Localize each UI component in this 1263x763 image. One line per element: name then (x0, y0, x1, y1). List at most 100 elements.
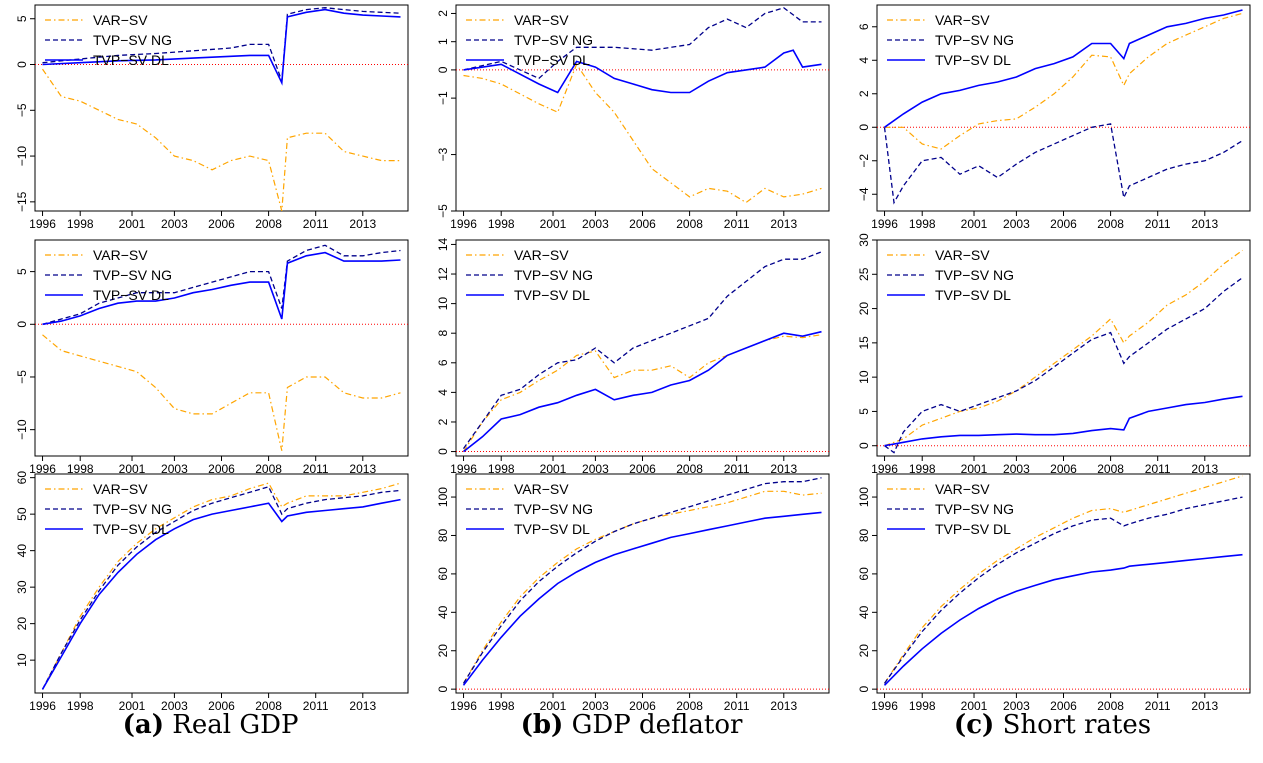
x-tick-label: 1996 (871, 217, 898, 231)
y-tick-label: 8 (436, 330, 450, 337)
x-tick-label: 2011 (303, 217, 329, 231)
x-tick-label: 2006 (1050, 462, 1077, 476)
legend-label: TVP−SV DL (514, 287, 590, 303)
x-tick-label: 2013 (349, 699, 376, 713)
x-tick-label: 2006 (208, 462, 235, 476)
x-tick-label: 2011 (724, 462, 750, 476)
y-tick-label: 0 (436, 686, 450, 693)
legend-label: TVP−SV DL (935, 52, 1011, 68)
legend-label: TVP−SV NG (935, 32, 1014, 48)
x-tick-label: 2001 (119, 462, 146, 476)
y-tick-label: 40 (15, 544, 29, 558)
y-tick-label: 0 (436, 448, 450, 455)
x-tick-label: 1996 (450, 462, 477, 476)
x-tick-label: 2006 (629, 462, 656, 476)
x-tick-label: 2006 (629, 699, 656, 713)
x-tick-label: 2003 (1003, 699, 1030, 713)
legend-label: TVP−SV DL (93, 52, 169, 68)
x-tick-label: 2008 (676, 462, 703, 476)
x-tick-label: 1998 (909, 699, 936, 713)
x-tick-label: 2001 (961, 217, 988, 231)
legend-label: VAR−SV (514, 247, 569, 263)
legend-label: TVP−SV NG (935, 501, 1014, 517)
y-tick-label: 4 (436, 389, 450, 396)
legend-label: TVP−SV DL (514, 521, 590, 537)
legend-label: VAR−SV (93, 247, 148, 263)
x-tick-label: 2011 (1145, 217, 1171, 231)
x-tick-label: 2003 (582, 699, 609, 713)
y-tick-label: −1 (436, 91, 450, 105)
x-tick-label: 2001 (119, 699, 146, 713)
x-tick-label: 2003 (582, 462, 609, 476)
legend: VAR−SV TVP−SV NG TVP−SV DL (466, 247, 593, 303)
y-tick-label: 1 (436, 38, 450, 45)
x-tick-label: 2001 (119, 217, 146, 231)
series-line-tvp-sv-dl (462, 511, 822, 686)
series-line-tvp-sv-ng (41, 486, 401, 690)
legend-label: TVP−SV DL (514, 52, 590, 68)
y-tick-label: 20 (436, 644, 450, 658)
plot-frame (876, 239, 1251, 457)
x-tick-label: 2008 (255, 699, 282, 713)
y-tick-label: 10 (436, 297, 450, 311)
x-tick-label: 2013 (349, 462, 376, 476)
y-tick-label: 60 (857, 567, 871, 581)
plot-frame (455, 473, 830, 694)
x-tick-label: 2003 (582, 217, 609, 231)
series-line-var-sv (884, 12, 1243, 150)
x-tick-label: 1998 (67, 462, 94, 476)
series-line-tvp-sv-dl (884, 395, 1243, 447)
series-line-tvp-sv-dl (463, 49, 822, 94)
legend-label: TVP−SV NG (93, 32, 172, 48)
y-tick-label: 20 (857, 302, 871, 316)
plot-frame (455, 239, 830, 457)
x-tick-label: 2008 (1097, 217, 1124, 231)
legend: VAR−SV TVP−SV NG TVP−SV DL (887, 12, 1014, 68)
plot-frame (455, 4, 830, 212)
panel-real-gdp-row2: 1996 1998 2001 2003 2006 2008 2011 2013 −10 −5 0 5 V… (15, 239, 409, 476)
plot-frame (34, 239, 409, 457)
y-tick-label: 25 (857, 267, 871, 281)
y-tick-label: 0 (15, 61, 29, 68)
y-tick-label: 10 (857, 370, 871, 384)
x-tick-label: 2001 (961, 699, 988, 713)
y-tick-label: −10 (15, 146, 29, 167)
legend-label: VAR−SV (514, 12, 569, 28)
y-tick-label: 50 (15, 507, 29, 521)
x-tick-label: 1998 (488, 699, 515, 713)
series-line-tvp-sv-dl (41, 498, 401, 690)
y-tick-label: −3 (436, 147, 450, 161)
series-line-tvp-sv-dl (463, 330, 822, 453)
y-tick-label: −2 (857, 154, 871, 168)
y-tick-label: 15 (857, 336, 871, 350)
x-tick-label: 2013 (770, 699, 797, 713)
legend-label: VAR−SV (935, 481, 990, 497)
y-tick-label: 0 (15, 321, 29, 328)
caption-b: (b) GDP deflator (520, 710, 743, 740)
y-tick-label: 20 (857, 644, 871, 658)
panel-gdp-deflator-row2: 1996 1998 2001 2003 2006 2008 2011 2013 0 2 4 6 8 10 1… (436, 237, 830, 476)
y-tick-label: 10 (15, 653, 29, 667)
y-tick-label: 20 (15, 617, 29, 631)
legend-label: VAR−SV (93, 12, 148, 28)
legend: VAR−SV TVP−SV NG TVP−SV DL (887, 247, 1014, 303)
x-tick-label: 1996 (871, 462, 898, 476)
y-tick-label: 5 (15, 268, 29, 275)
x-tick-label: 2008 (255, 462, 282, 476)
y-tick-label: −5 (15, 370, 29, 384)
caption-a: (a) Real GDP (122, 710, 299, 740)
y-tick-label: 2 (436, 10, 450, 17)
legend-label: TVP−SV NG (514, 32, 593, 48)
x-tick-label: 1998 (488, 462, 515, 476)
y-tick-label: −4 (857, 187, 871, 201)
x-tick-label: 2008 (255, 217, 282, 231)
legend-label: VAR−SV (935, 12, 990, 28)
x-tick-label: 2003 (161, 462, 188, 476)
x-tick-label: 1996 (450, 217, 477, 231)
plot-frame (876, 4, 1251, 212)
series-line-var-sv (883, 475, 1243, 684)
x-tick-label: 2001 (961, 462, 988, 476)
y-tick-label: 6 (857, 23, 871, 30)
plot-frame (34, 4, 409, 212)
